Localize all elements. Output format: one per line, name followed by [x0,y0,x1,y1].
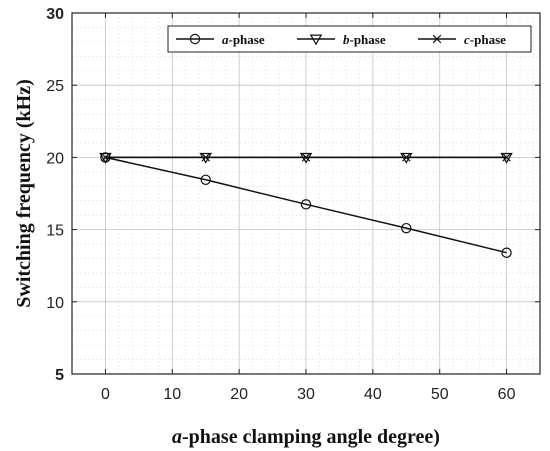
legend-label: b-phase [343,32,386,47]
legend-item-a-phase: a-phase [176,32,265,47]
data-point-c-phase [101,153,110,162]
data-point-b-phase [400,152,413,164]
data-point-c-phase [402,153,411,162]
y-tick-label: 5 [55,367,64,384]
x-axis-label-rest: -phase clamping angle degree) [182,426,440,448]
x-tick-label: 50 [431,386,449,403]
data-point-c-phase [502,153,511,162]
series-line-a-phase [105,156,507,254]
data-point-c-phase [301,153,311,162]
data-point-a-phase [401,222,412,234]
legend: a-phase b-phase c-phase [167,25,532,53]
legend-label: c-phase [464,32,506,47]
legend-label-italic: a [222,32,229,47]
data-point-a-phase [501,247,512,258]
x-tick-label: 20 [230,386,248,403]
legend-label-rest: -phase [350,32,386,47]
data-point-b-phase [199,152,212,164]
data-point-a-phase [200,174,211,185]
y-tick-labels: 5 10 15 20 25 30 [46,6,64,384]
legend-item-c-phase: c-phase [418,32,506,47]
axis-ticks [72,12,540,375]
x-tick-label: 10 [163,386,181,403]
minor-grid [72,13,540,374]
legend-marker [189,33,201,45]
y-tick-label: 15 [46,223,64,240]
y-tick-label: 20 [46,150,64,167]
x-tick-label: 40 [364,386,382,403]
x-tick-label: 30 [297,386,315,403]
data-point-c-phase [201,153,210,162]
x-axis-label-italic: a [172,426,182,448]
x-tick-label: 0 [101,386,110,403]
data-point-a-phase [300,199,312,210]
major-grid [72,13,540,374]
legend-label-italic: b [343,32,350,47]
y-tick-label: 10 [46,295,64,312]
y-axis-label: Switching frequency (kHz) [13,79,35,308]
legend-label: a-phase [222,32,265,47]
x-tick-label: 60 [498,386,516,403]
legend-label-rest: -phase [229,32,265,47]
x-tick-labels: 0 10 20 30 40 50 60 [101,386,516,403]
legend-box [167,25,532,53]
series-markers [99,152,513,258]
legend-item-b-phase: b-phase [297,32,386,47]
legend-label-italic: c [464,32,470,47]
y-tick-label: 25 [46,78,64,95]
data-point-b-phase [299,152,313,164]
legend-marker [432,34,442,44]
legend-marker [309,34,323,46]
data-point-b-phase [99,152,112,164]
x-axis-label: a-phase clamping angle degree) [172,426,440,448]
legend-label-rest: -phase [470,32,506,47]
data-point-b-phase [500,152,513,164]
y-tick-label: 30 [46,6,64,23]
